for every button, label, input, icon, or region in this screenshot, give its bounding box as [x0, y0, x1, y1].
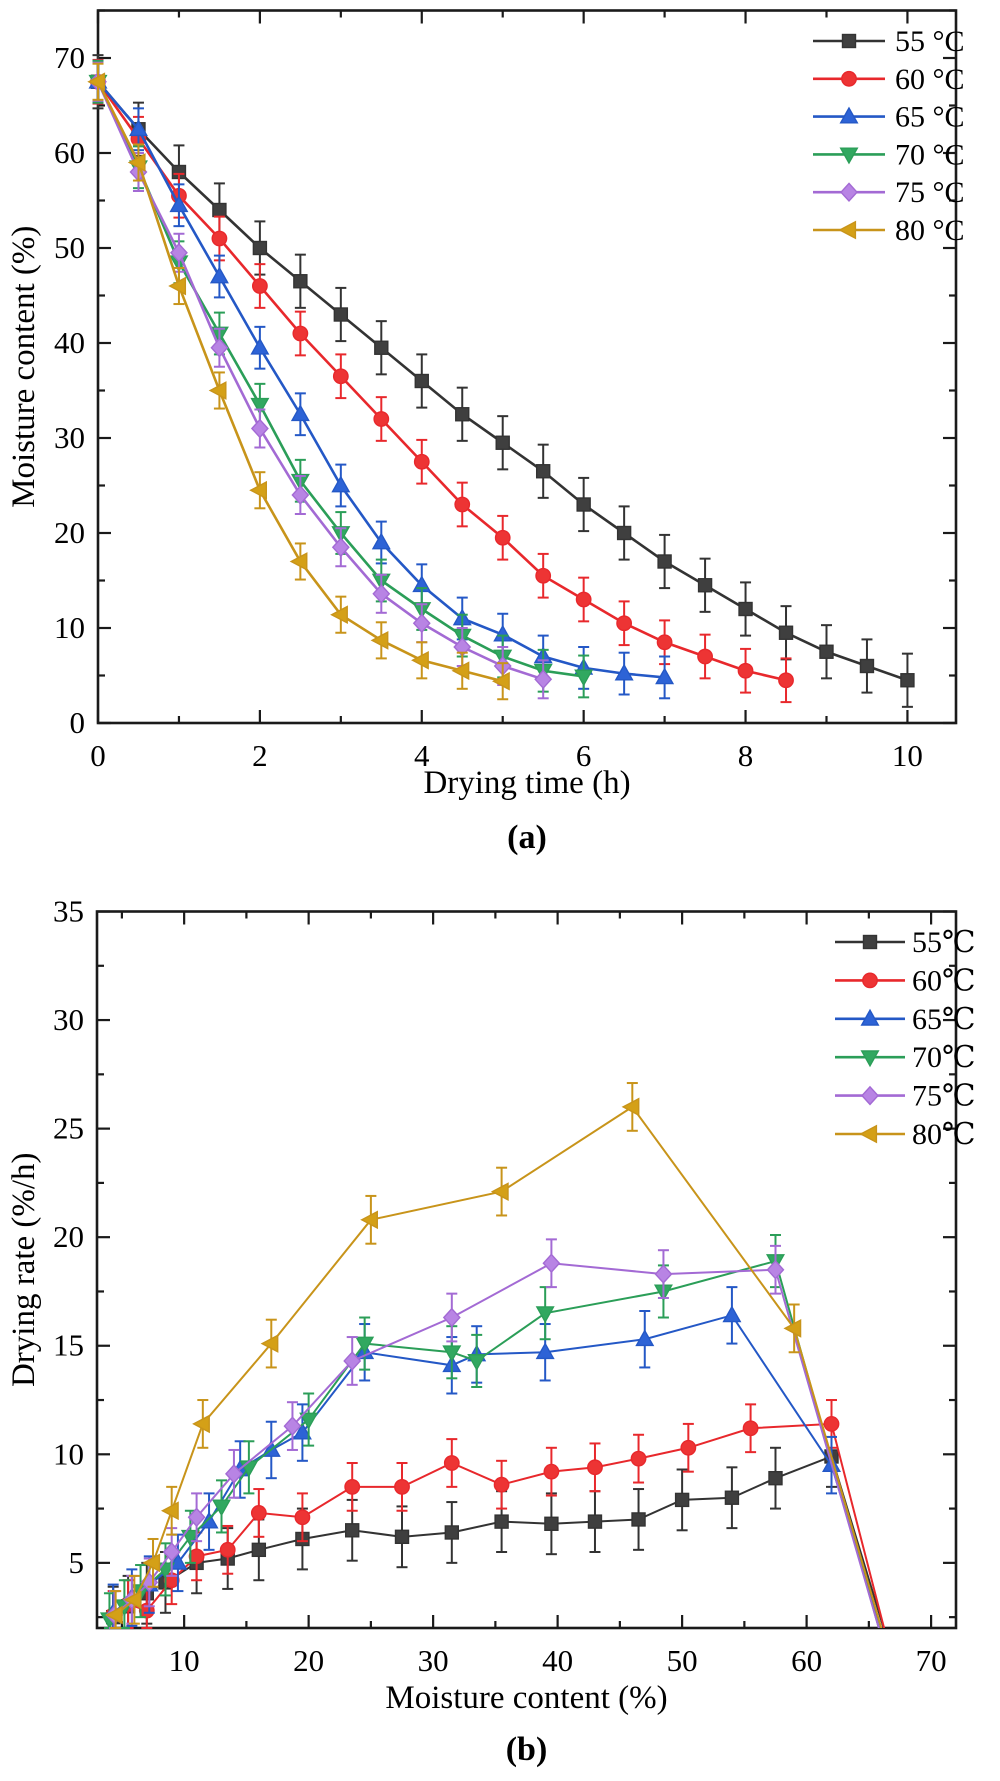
- y-tick-label: 5: [69, 1545, 85, 1580]
- y-tick-label: 70: [54, 40, 85, 75]
- legend-entry: 55℃: [835, 926, 976, 959]
- x-tick-label: 30: [418, 1643, 449, 1678]
- y-tick-label: 10: [53, 1436, 84, 1471]
- legend-entry: 65℃: [835, 1003, 976, 1036]
- y-tick-label: 30: [53, 1002, 84, 1037]
- legend-label: 60 °C: [895, 63, 965, 96]
- error-bars: [92, 58, 792, 704]
- series-markers: [90, 73, 794, 689]
- y-axis-title: Moisture content (%): [6, 226, 42, 508]
- legend-b: 55℃ 60℃ 65℃ 70℃ 75℃ 80℃: [835, 926, 976, 1151]
- x-tick-label: 50: [667, 1643, 698, 1678]
- legend-label: 75 °C: [895, 176, 965, 209]
- tick-labels-b: 10 20 30 40 50 60 70 5 10 15 20 25 30 35: [53, 894, 947, 1679]
- error-bars: [107, 1399, 838, 1629]
- y-tick-label: 40: [54, 325, 85, 360]
- x-tick-label: 40: [542, 1643, 573, 1678]
- series-line: [98, 81, 504, 683]
- series-65C: [88, 59, 675, 700]
- legend-label: 80 °C: [895, 214, 965, 247]
- error-bars: [108, 1238, 781, 1629]
- series-65: [103, 1286, 883, 1629]
- series-80C: [87, 62, 510, 701]
- y-tick-label: 15: [53, 1328, 84, 1363]
- x-tick-label: 2: [252, 738, 268, 773]
- legend-entry: 70℃: [835, 1041, 976, 1074]
- chart-a: 0 2 4 6 8 10 0 10 20 30 40 50 60 70 55 °C 60 °C 65 °C 70 …: [6, 9, 965, 856]
- y-tick-label: 0: [70, 705, 86, 740]
- axis-ticks-a: [96, 9, 956, 725]
- legend-entry: 80 °C: [813, 214, 965, 247]
- legend-entry: 75 °C: [813, 176, 965, 209]
- x-axis-title: Moisture content (%): [385, 1680, 667, 1716]
- legend-label: 55℃: [912, 926, 976, 959]
- axis-ticks-b: [97, 910, 956, 1628]
- series-55: [105, 1425, 885, 1629]
- series-markers: [103, 1305, 842, 1620]
- series-line: [112, 1422, 886, 1628]
- y-tick-label: 35: [53, 894, 84, 929]
- series-80: [104, 1082, 883, 1629]
- x-axis-title: Drying time (h): [423, 765, 630, 801]
- x-tick-label: 4: [414, 738, 430, 773]
- series-75: [105, 1238, 880, 1629]
- legend-label: 70 °C: [895, 138, 965, 171]
- y-tick-label: 60: [54, 135, 85, 170]
- plot-frame-b: [95, 910, 958, 1630]
- error-bars: [107, 1286, 838, 1629]
- y-tick-label: 10: [54, 610, 85, 645]
- series-markers: [87, 72, 510, 691]
- chart-b: 10 20 30 40 50 60 70 5 10 15 20 25 30 35 55℃ 60℃ 65℃ 70℃ 7…: [6, 894, 976, 1769]
- series-markers: [105, 1416, 840, 1623]
- x-tick-label: 6: [576, 738, 592, 773]
- y-tick-label: 50: [54, 230, 85, 265]
- x-tick-label: 10: [169, 1643, 200, 1678]
- series-markers: [105, 1253, 785, 1625]
- y-tick-label: 25: [53, 1111, 84, 1146]
- y-tick-label: 20: [53, 1219, 84, 1254]
- series-line: [98, 80, 787, 682]
- series-markers: [104, 1097, 802, 1625]
- legend-entry: 60℃: [835, 964, 976, 997]
- x-tick-label: 0: [90, 738, 106, 773]
- plot-frame-a: [96, 9, 958, 725]
- legend-label: 65℃: [912, 1003, 976, 1036]
- x-tick-label: 70: [916, 1643, 947, 1678]
- series-line: [108, 1259, 880, 1628]
- legend-a: 55 °C 60 °C 65 °C 70 °C 75 °C 80 °C: [813, 25, 965, 247]
- series-60C: [90, 58, 794, 704]
- legend-label: 55 °C: [895, 25, 965, 58]
- legend-entry: 60 °C: [813, 63, 965, 96]
- series-markers: [105, 1449, 839, 1625]
- legend-entry: 65 °C: [813, 101, 965, 134]
- legend-entry: 55 °C: [813, 25, 965, 58]
- x-tick-label: 10: [892, 738, 923, 773]
- x-tick-label: 60: [791, 1643, 822, 1678]
- legend-entry: 70 °C: [813, 138, 965, 171]
- error-bars: [92, 61, 549, 700]
- subplot-caption-a: (a): [507, 819, 547, 856]
- x-tick-label: 8: [738, 738, 754, 773]
- x-tick-label: 20: [293, 1643, 324, 1678]
- legend-label: 65 °C: [895, 101, 965, 134]
- legend-entry: 80℃: [835, 1118, 976, 1151]
- legend-label: 80℃: [912, 1118, 976, 1151]
- legend-label: 70℃: [912, 1041, 976, 1074]
- subplot-caption-b: (b): [506, 1731, 548, 1768]
- error-bars: [110, 1082, 800, 1629]
- legend-label: 75℃: [912, 1080, 976, 1113]
- y-tick-label: 30: [54, 420, 85, 455]
- legend-label: 60℃: [912, 964, 976, 997]
- series-line: [98, 81, 544, 681]
- tick-labels-a: 0 2 4 6 8 10 0 10 20 30 40 50 60 70: [54, 40, 923, 773]
- error-bars: [103, 1234, 781, 1629]
- y-tick-label: 20: [54, 515, 85, 550]
- series-75C: [89, 61, 553, 700]
- legend-entry: 75℃: [835, 1080, 976, 1113]
- series-markers: [89, 71, 553, 690]
- y-axis-title: Drying rate (%/h): [6, 1152, 42, 1387]
